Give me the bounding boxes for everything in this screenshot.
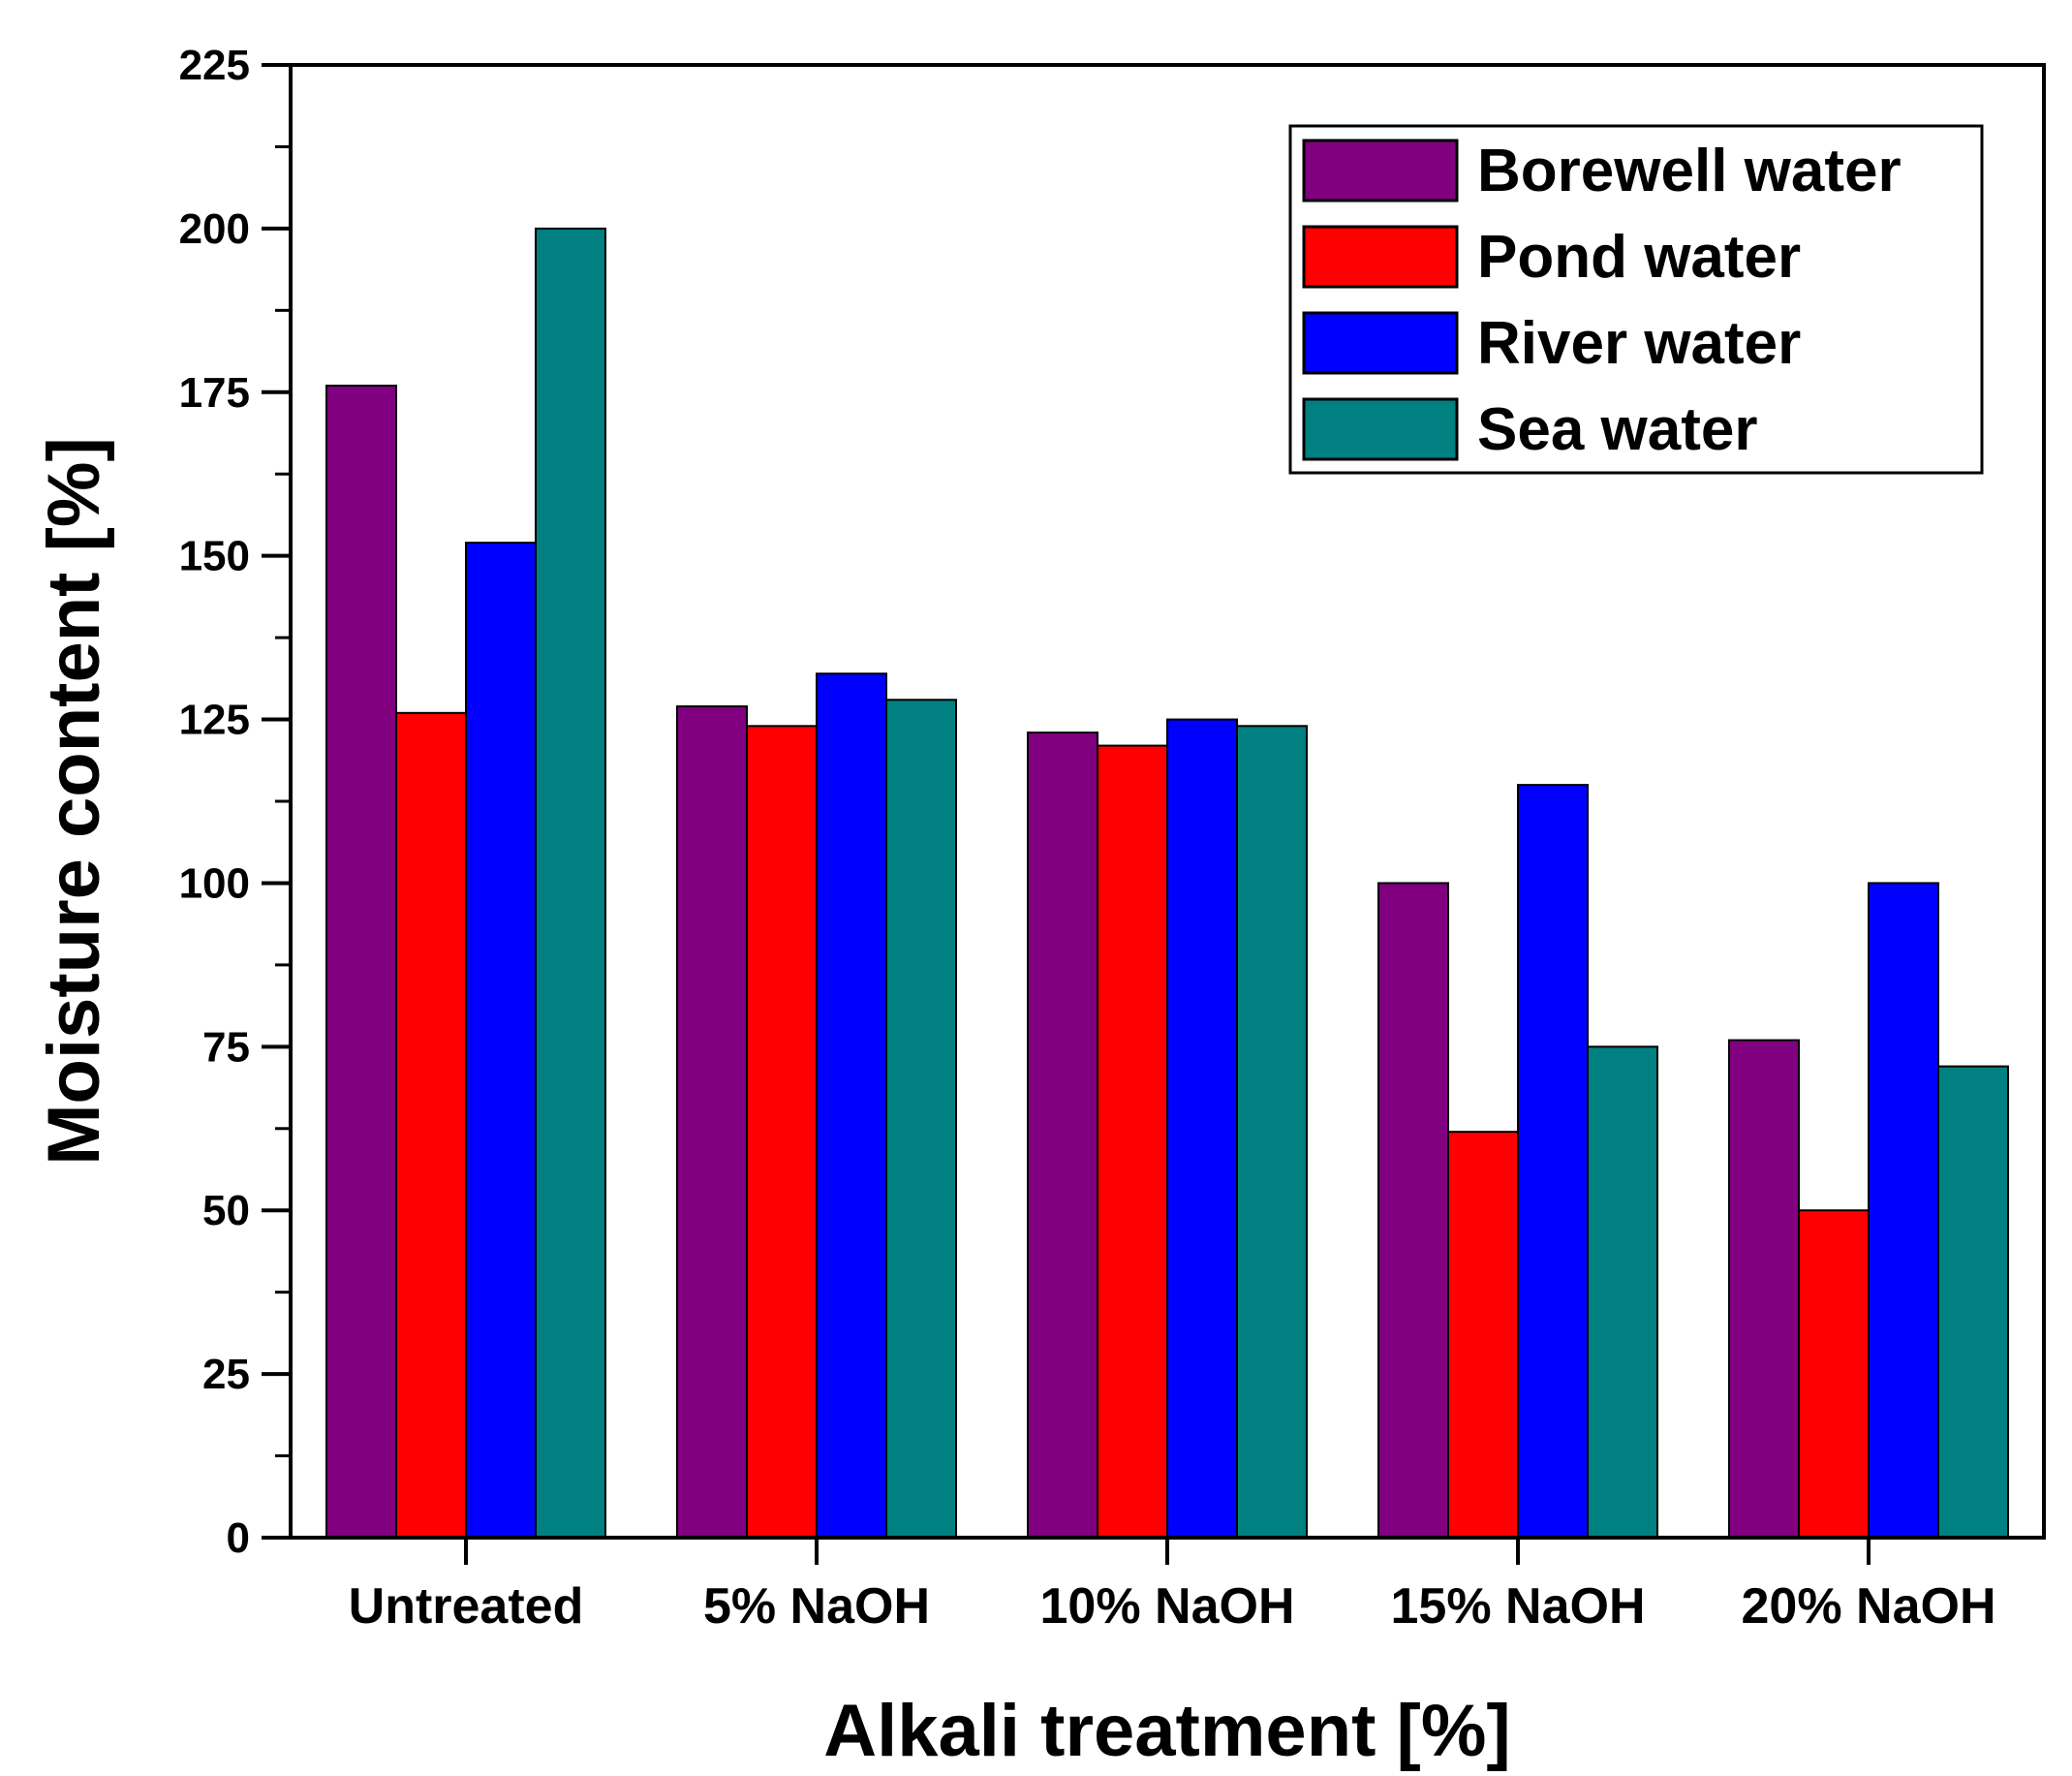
- x-tick-label: 20% NaOH: [1742, 1578, 1996, 1635]
- bar-borewell-water-1: [676, 705, 748, 1539]
- legend-label-borewell-water: Borewell water: [1477, 138, 1902, 204]
- y-tick-label: 75: [202, 1023, 250, 1071]
- bar-borewell-water-0: [325, 385, 397, 1539]
- legend-swatch-pond-water: [1302, 225, 1459, 289]
- bar-sea-water-1: [885, 699, 957, 1539]
- bars-layer: [325, 227, 2009, 1540]
- y-tick-label: 200: [179, 205, 250, 253]
- x-tick-label: 5% NaOH: [703, 1578, 930, 1635]
- bar-river-water-4: [1868, 882, 1939, 1539]
- bar-pond-water-2: [1097, 744, 1168, 1539]
- bar-sea-water-3: [1587, 1045, 1658, 1540]
- x-axis-title: Alkali treatment [%]: [823, 1690, 1511, 1772]
- bar-river-water-2: [1166, 718, 1238, 1539]
- bar-borewell-water-4: [1728, 1039, 1800, 1539]
- bar-river-water-3: [1517, 784, 1589, 1539]
- bar-sea-water-2: [1236, 725, 1308, 1539]
- y-tick-label: 150: [179, 533, 250, 580]
- y-axis-title: Moisture content [%]: [33, 437, 115, 1166]
- legend-label-river-water: River water: [1477, 310, 1801, 377]
- y-tick-label: 175: [179, 369, 250, 417]
- legend-swatch-river-water: [1302, 311, 1459, 375]
- bar-river-water-1: [816, 672, 887, 1539]
- bar-sea-water-4: [1937, 1065, 2009, 1539]
- bar-pond-water-0: [395, 711, 467, 1539]
- y-tick-label: 225: [179, 42, 250, 89]
- legend-swatch-sea-water: [1302, 397, 1459, 461]
- bar-pond-water-3: [1447, 1131, 1519, 1539]
- x-tick-label: 15% NaOH: [1391, 1578, 1646, 1635]
- bar-river-water-0: [465, 542, 537, 1540]
- y-tick-label: 25: [202, 1351, 250, 1398]
- legend-label-sea-water: Sea water: [1477, 396, 1758, 463]
- bar-pond-water-4: [1798, 1209, 1870, 1539]
- bar-pond-water-1: [746, 725, 818, 1539]
- axis-layer: 0 25 50 75 100 125 150 175 200 225 Untreated 5% NaO…: [179, 42, 1996, 1635]
- x-tick-label: Untreated: [349, 1578, 584, 1635]
- y-tick-label: 100: [179, 859, 250, 907]
- bar-sea-water-0: [535, 227, 606, 1539]
- legend-label-pond-water: Pond water: [1477, 224, 1801, 291]
- y-tick-label: 0: [227, 1514, 250, 1562]
- y-tick-label: 50: [202, 1187, 250, 1234]
- x-tick-label: 10% NaOH: [1040, 1578, 1295, 1635]
- y-tick-label: 125: [179, 697, 250, 744]
- bar-borewell-water-3: [1377, 882, 1449, 1539]
- bar-borewell-water-2: [1027, 732, 1098, 1539]
- legend-swatch-borewell-water: [1302, 139, 1459, 203]
- legend: Borewell water Pond water River water Sea w…: [1288, 124, 1984, 475]
